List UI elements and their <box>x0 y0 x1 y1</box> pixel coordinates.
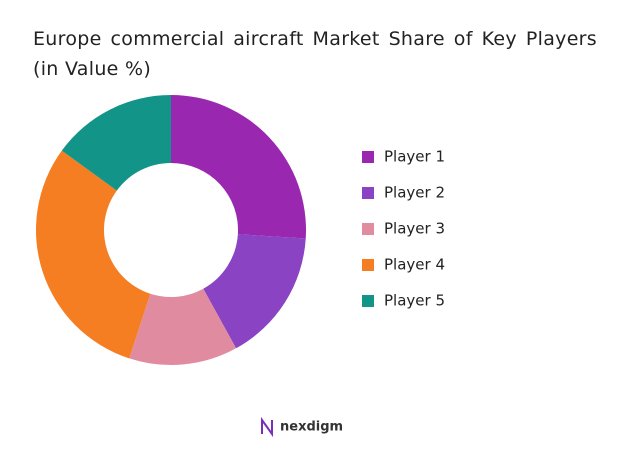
donut-slice <box>203 234 306 349</box>
donut-slice <box>129 288 237 365</box>
legend-swatch <box>362 151 374 163</box>
donut-slice <box>35 150 151 359</box>
legend-label: Player 2 <box>384 184 445 202</box>
legend-swatch <box>362 259 374 271</box>
legend-label: Player 5 <box>384 292 445 310</box>
legend-label: Player 1 <box>384 148 445 166</box>
logo-icon <box>261 416 273 438</box>
logo-mark <box>261 416 273 438</box>
chart-title: Europe commercial aircraft Market Share … <box>33 28 597 80</box>
donut-slice <box>61 95 171 191</box>
legend-swatch <box>362 223 374 235</box>
donut-slice <box>171 95 306 239</box>
legend-label: Player 3 <box>384 220 445 238</box>
legend-swatch <box>362 187 374 199</box>
legend-swatch <box>362 295 374 307</box>
legend-label: Player 4 <box>384 256 445 274</box>
logo-text: nexdigm <box>280 420 343 435</box>
